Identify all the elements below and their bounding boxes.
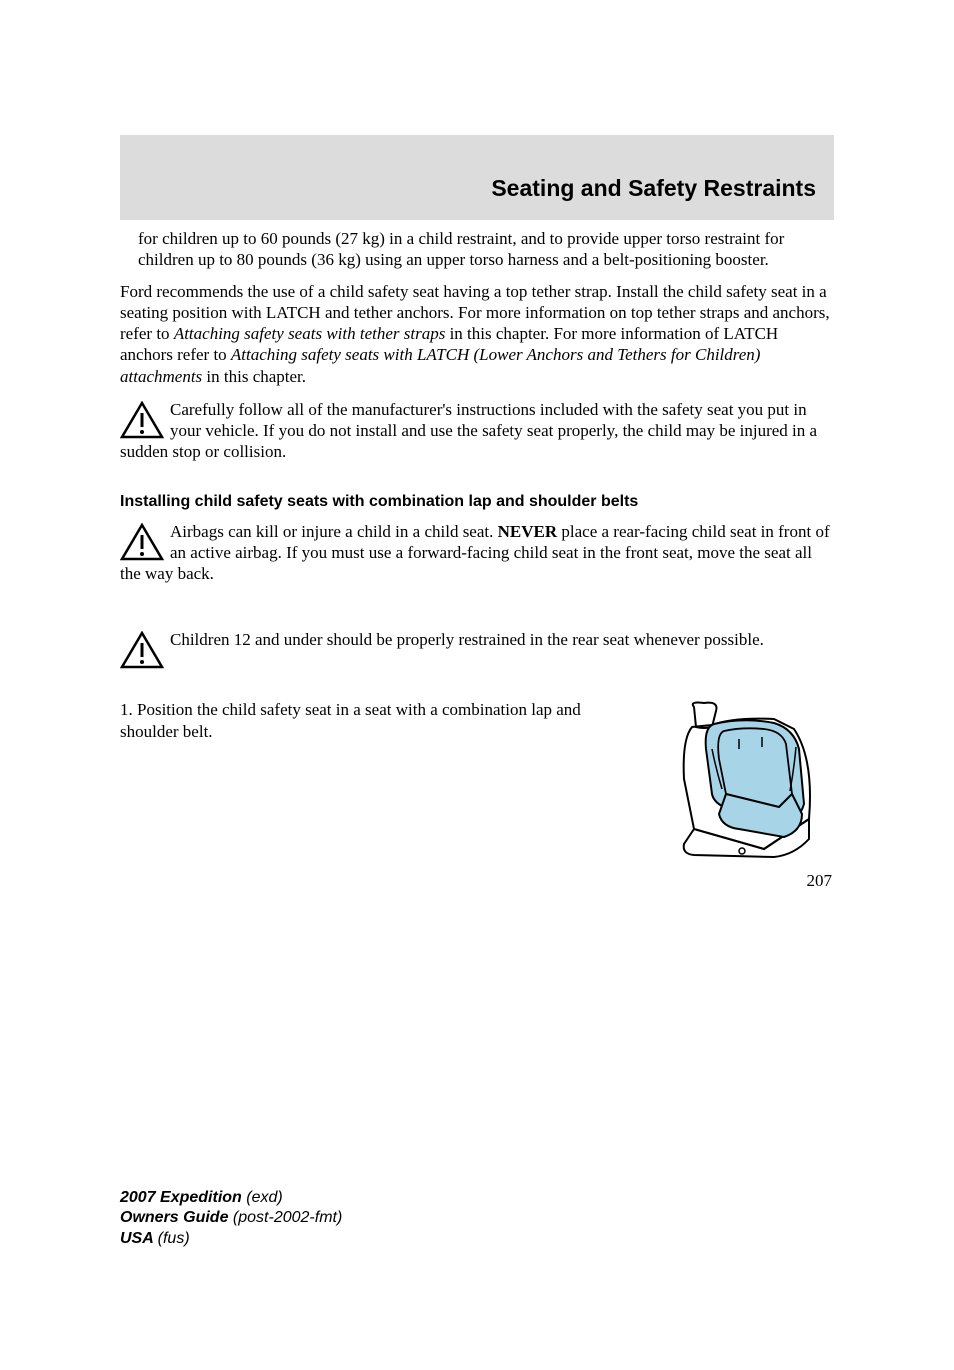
warning-box-1: Carefully follow all of the manufacturer… xyxy=(120,399,834,463)
page-header: Seating and Safety Restraints xyxy=(120,135,834,220)
ford-rec-text-3: in this chapter. xyxy=(202,367,306,386)
warning-box-3: Children 12 and under should be properly… xyxy=(120,629,834,669)
step-1-text: 1. Position the child safety seat in a s… xyxy=(120,699,604,742)
footer-l2-rest: (post-2002-fmt) xyxy=(233,1209,342,1226)
footer-line-3: USA (fus) xyxy=(120,1229,342,1250)
warning-2-text: Airbags can kill or injure a child in a … xyxy=(120,521,834,585)
content-area: for children up to 60 pounds (27 kg) in … xyxy=(120,220,834,891)
footer-l3-rest: (fus) xyxy=(158,1230,190,1247)
footer-line-2: Owners Guide (post-2002-fmt) xyxy=(120,1208,342,1229)
footer-line-1: 2007 Expedition (exd) xyxy=(120,1188,342,1209)
warning-3-text: Children 12 and under should be properly… xyxy=(120,629,834,650)
ford-recommendation-para: Ford recommends the use of a child safet… xyxy=(120,281,834,387)
step-1-row: 1. Position the child safety seat in a s… xyxy=(120,699,834,859)
child-seat-figure xyxy=(634,699,834,859)
w2-never: NEVER xyxy=(498,522,558,541)
ford-rec-italic-1: Attaching safety seats with tether strap… xyxy=(174,324,446,343)
page-title: Seating and Safety Restraints xyxy=(120,175,834,202)
warning-icon xyxy=(120,631,164,669)
footer-l1-rest: (exd) xyxy=(246,1189,282,1206)
intro-continued-para: for children up to 60 pounds (27 kg) in … xyxy=(120,228,834,271)
footer-l1-bold: 2007 Expedition xyxy=(120,1189,246,1206)
footer-l2-bold: Owners Guide xyxy=(120,1209,233,1226)
warning-icon xyxy=(120,523,164,561)
page-number: 207 xyxy=(120,871,834,891)
warning-icon xyxy=(120,401,164,439)
footer-l3-bold: USA xyxy=(120,1230,158,1247)
warning-1-text: Carefully follow all of the manufacturer… xyxy=(120,399,834,463)
w2-text-a: Airbags can kill or injure a child in a … xyxy=(170,522,498,541)
warning-box-2: Airbags can kill or injure a child in a … xyxy=(120,521,834,585)
footer: 2007 Expedition (exd) Owners Guide (post… xyxy=(120,1188,342,1250)
section-heading: Installing child safety seats with combi… xyxy=(120,493,834,511)
